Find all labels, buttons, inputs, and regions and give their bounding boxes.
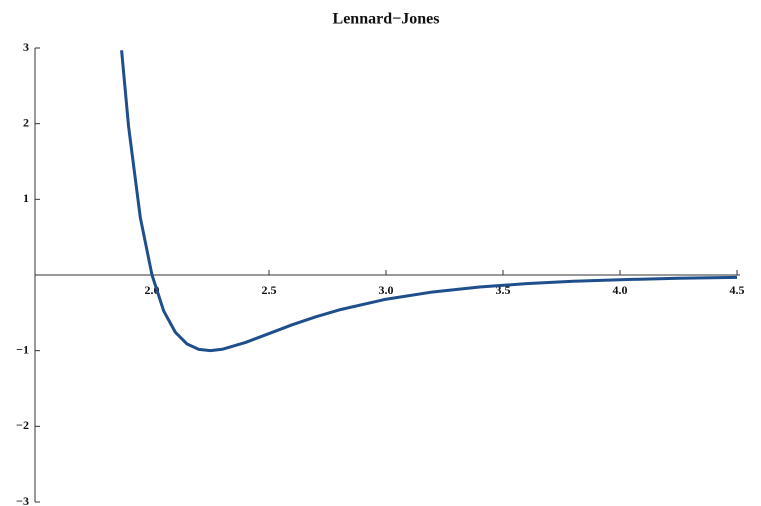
curve <box>120 50 738 353</box>
chart-title: Lennard−Jones <box>333 11 440 28</box>
y-tick-label: −1 <box>16 342 29 356</box>
y-tick-label: −2 <box>16 418 29 432</box>
x-tick-label: 2.5 <box>262 283 277 297</box>
x-tick-label: 4.5 <box>730 283 745 297</box>
y-tick-label: −3 <box>16 494 29 506</box>
y-tick-label: 3 <box>23 40 29 54</box>
x-tick-label: 4.0 <box>613 283 628 297</box>
y-tick-label: 1 <box>23 191 29 205</box>
x-tick-label: 3.0 <box>379 283 394 297</box>
y-tick-label: 2 <box>23 115 29 129</box>
